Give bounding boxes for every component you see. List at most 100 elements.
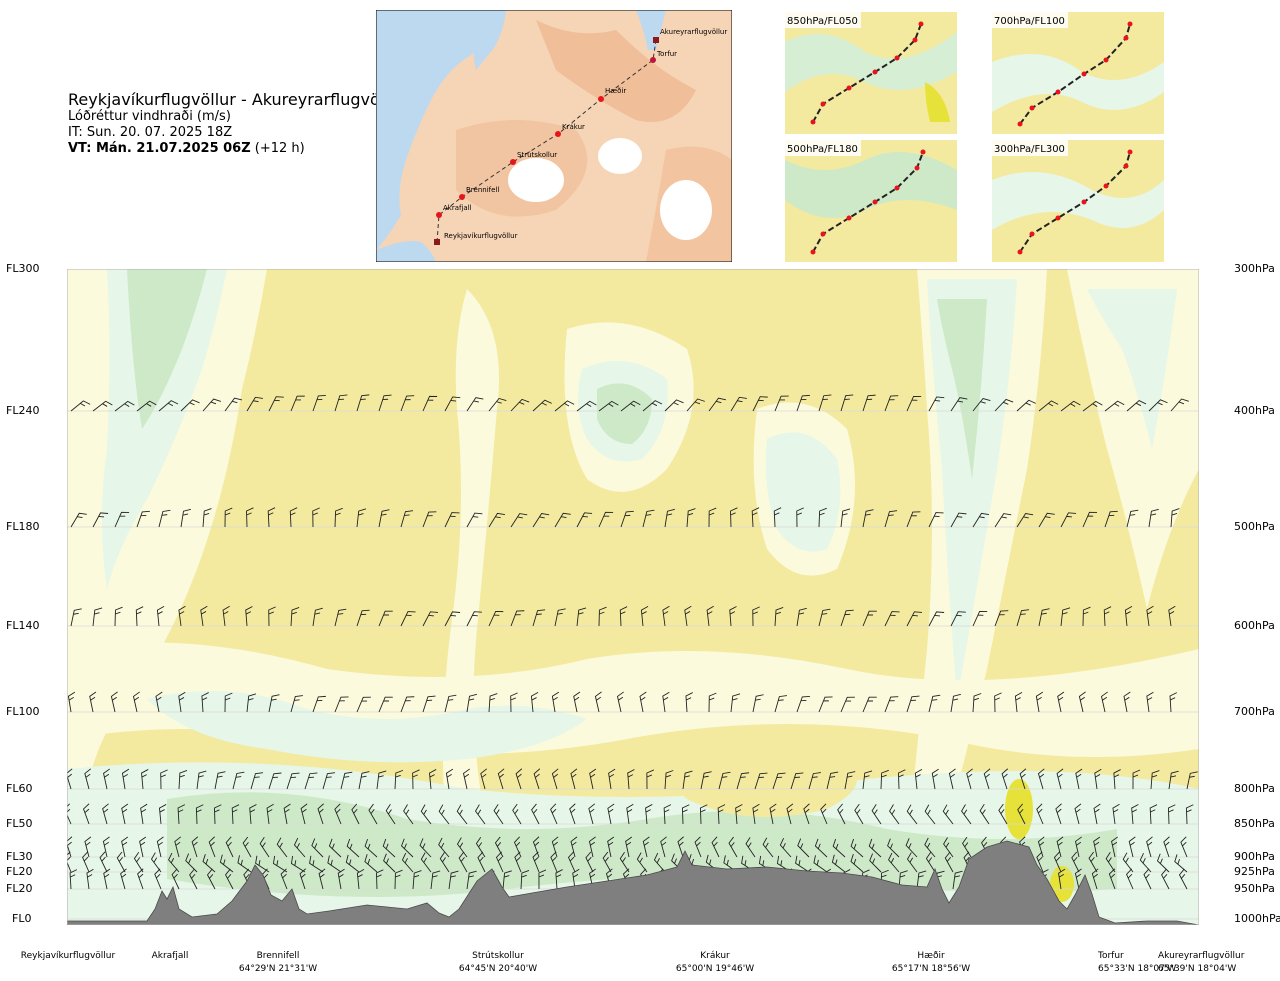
wind-barb [351, 803, 360, 825]
wind-barb [312, 507, 320, 528]
wind-barb [567, 851, 576, 873]
wind-barb [808, 772, 821, 790]
wind-barb [573, 691, 581, 713]
wind-barb [1104, 510, 1118, 528]
wind-barb [1103, 606, 1112, 627]
location-name: Reykjavíkurflugvöllur [20, 951, 116, 961]
wind-barb [533, 768, 541, 790]
wind-barb [752, 606, 760, 627]
wind-barb [686, 398, 705, 412]
wind-barb [444, 512, 460, 528]
location-coord: 65°33'N 18°07'W [1098, 964, 1177, 974]
wind-barb [438, 804, 450, 825]
wind-barb [1088, 851, 1098, 873]
wind-barb [620, 400, 641, 412]
wind-barb [602, 851, 612, 873]
map-label-torfur: Torfur [656, 50, 677, 58]
wind-barb [931, 768, 939, 790]
wind-barb [818, 507, 827, 528]
wind-barb [626, 803, 634, 825]
wind-barb [752, 803, 760, 825]
wind-barb [438, 837, 450, 858]
wind-barb [334, 507, 343, 528]
wind-barb [642, 836, 650, 858]
wind-barb [420, 852, 432, 873]
wind-barb [862, 610, 877, 627]
mini-map-850-label: 850hPa/FL050 [787, 16, 858, 27]
route-map: Akureyrarflugvöllur Torfur Hæðir Krákur … [375, 9, 733, 263]
wind-barb [133, 851, 144, 873]
wind-barb [972, 398, 991, 412]
wind-barb [69, 869, 78, 890]
wind-barb [400, 395, 415, 412]
wind-barb [1058, 868, 1066, 890]
wind-barb [837, 803, 846, 825]
wind-barb [356, 696, 371, 713]
wind-barb [249, 804, 257, 825]
wind-barb [530, 692, 539, 713]
fl-label-300: FL300 [6, 262, 40, 275]
wind-barb [378, 509, 390, 528]
wind-barb [356, 609, 370, 627]
wind-barb [884, 395, 899, 412]
wind-barb [178, 605, 186, 627]
wind-barb [862, 394, 876, 412]
wind-barb [403, 804, 414, 825]
wind-barb [439, 852, 450, 873]
wind-barb [1167, 804, 1176, 825]
wind-barb [196, 770, 207, 790]
wind-barb [994, 692, 1002, 713]
waypoint-haedir [598, 96, 604, 102]
wind-barb [512, 803, 522, 825]
wind-barb [466, 870, 477, 890]
valid-time-bold: VT: Mán. 21.07.2025 06Z [68, 141, 251, 156]
wind-barb [950, 693, 961, 713]
field-contours [67, 269, 1199, 925]
wind-barb [195, 804, 204, 825]
wind-barb [682, 770, 693, 790]
location-name: Krákur [700, 951, 730, 961]
wind-barb [219, 854, 234, 873]
wind-barb [312, 695, 326, 713]
wind-barb [729, 606, 737, 627]
mini-map-500: 500hPa/FL180 [785, 140, 957, 262]
wind-barb [382, 838, 396, 858]
wind-barb [231, 804, 240, 825]
wind-barb [160, 769, 168, 790]
wind-barb [588, 803, 596, 825]
wind-barb [189, 868, 198, 890]
location-coord: 64°29'N 21°31'W [238, 964, 318, 974]
wind-barb [1075, 768, 1083, 790]
wind-barb [994, 398, 1014, 412]
wind-barb [493, 804, 504, 825]
wind-barb [717, 804, 726, 825]
wind-barb [202, 508, 212, 528]
wind-barb [840, 394, 854, 412]
wind-barb [928, 611, 945, 627]
wind-barb [871, 804, 882, 825]
wind-barb [844, 771, 856, 790]
wind-barb [998, 803, 1008, 825]
mini-map-700-label: 700hPa/FL100 [994, 16, 1065, 27]
wind-barb [158, 804, 167, 825]
wind-barb [1094, 768, 1102, 790]
wind-barb [1148, 399, 1168, 412]
location-coord: 65°17'N 18°56'W [891, 964, 971, 974]
location-name: Brennifell [256, 951, 300, 961]
wind-barb [83, 803, 90, 825]
wind-barb [340, 771, 353, 790]
wind-barb [70, 608, 82, 627]
wind-barb [897, 769, 906, 790]
wind-barb [653, 852, 666, 873]
wind-barb [92, 512, 109, 528]
wind-barb [979, 804, 990, 825]
wind-barb [850, 854, 864, 873]
wind-barb [589, 768, 597, 790]
location-name: Strútskollur [472, 951, 524, 961]
wind-barb [1123, 691, 1131, 713]
mini-map-300-label: 300hPa/FL300 [994, 144, 1065, 155]
fl-label-30: FL30 [6, 850, 33, 863]
wind-barb [400, 696, 415, 713]
wind-barb [1174, 854, 1188, 873]
wind-barb [394, 769, 404, 790]
